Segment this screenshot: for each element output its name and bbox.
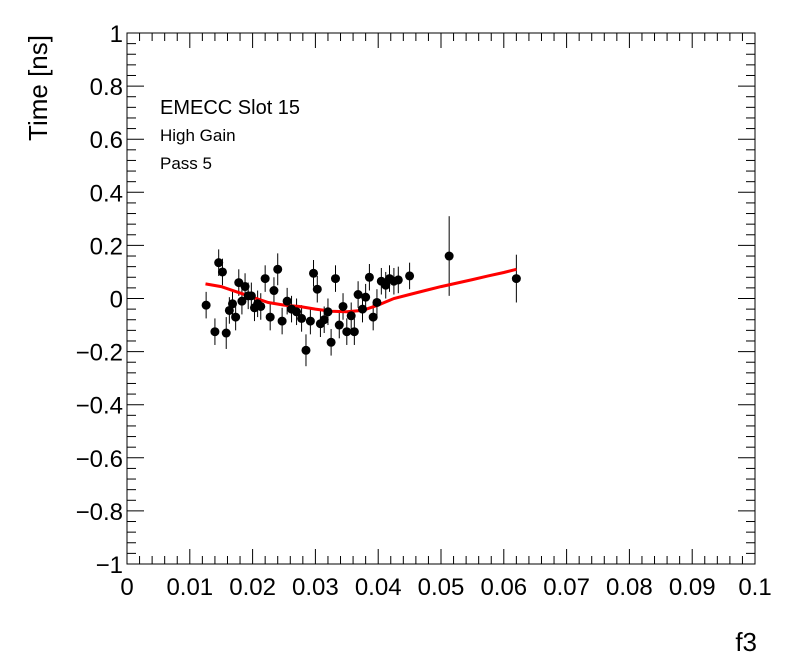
data-point — [368, 312, 378, 322]
data-point — [201, 300, 211, 310]
data-point — [361, 292, 371, 302]
y-axis-label: Time [ns] — [23, 35, 53, 141]
x-tick-label: 0.1 — [738, 574, 771, 601]
axis-ticks — [126, 32, 756, 565]
x-tick-label: 0.01 — [166, 574, 213, 601]
data-point — [372, 297, 382, 307]
data-point — [338, 301, 348, 311]
annotation-gain: High Gain — [160, 126, 236, 145]
data-point — [323, 307, 333, 317]
x-tick-label: 0.04 — [355, 574, 402, 601]
data-point — [405, 271, 415, 281]
y-tick-label: −0.4 — [76, 393, 123, 420]
x-tick-label: 0.08 — [606, 574, 653, 601]
y-tick-label: −1 — [96, 552, 123, 579]
x-axis-label: f3 — [735, 627, 757, 657]
data-point — [319, 315, 329, 325]
y-tick-label: 0.8 — [90, 74, 123, 101]
x-tick-label: 0.03 — [292, 574, 339, 601]
y-tick-label: 1 — [110, 21, 123, 48]
x-tick-label: 0.05 — [418, 574, 465, 601]
data-point — [231, 312, 241, 322]
data-points — [201, 251, 521, 355]
data-point — [330, 274, 340, 284]
data-point — [364, 272, 374, 282]
x-tick-label: 0.02 — [229, 574, 276, 601]
data-point — [228, 299, 238, 309]
annotation-pass: Pass 5 — [160, 154, 212, 173]
data-point — [381, 280, 391, 290]
data-point — [221, 328, 231, 338]
data-point — [246, 291, 256, 301]
y-tick-label: 0 — [110, 287, 123, 314]
data-point — [444, 251, 454, 261]
data-point — [297, 313, 307, 323]
data-point — [210, 327, 220, 337]
data-point — [217, 267, 227, 277]
data-point — [334, 320, 344, 330]
data-point — [214, 258, 224, 268]
data-point — [312, 284, 322, 294]
data-point — [305, 316, 315, 326]
data-point — [393, 275, 403, 285]
x-tick-label: 0 — [120, 574, 133, 601]
y-tick-label: 0.2 — [90, 233, 123, 260]
axis-tick-labels: 0 0.01 0.02 0.03 0.04 0.05 0.06 0.07 0.08 0.09 0.1… — [76, 21, 772, 601]
data-point — [240, 282, 250, 292]
annotation-detector: EMECC Slot 15 — [160, 97, 300, 119]
x-tick-label: 0.09 — [669, 574, 716, 601]
data-point — [282, 296, 292, 306]
data-point — [260, 274, 270, 284]
data-point — [269, 286, 279, 296]
y-tick-label: −0.8 — [76, 499, 123, 526]
data-point — [256, 301, 266, 311]
data-point — [309, 268, 319, 278]
y-tick-label: 0.6 — [90, 127, 123, 154]
data-point — [273, 264, 283, 274]
data-point — [353, 290, 363, 300]
data-point — [265, 312, 275, 322]
y-tick-label: −0.2 — [76, 340, 123, 367]
data-point — [301, 345, 311, 355]
data-point — [326, 337, 336, 347]
data-point — [277, 316, 287, 326]
x-tick-label: 0.07 — [543, 574, 590, 601]
data-point — [511, 274, 521, 284]
x-tick-label: 0.06 — [480, 574, 527, 601]
y-tick-label: 0.4 — [90, 180, 123, 207]
data-point — [342, 327, 352, 337]
data-point — [349, 327, 359, 337]
data-point — [237, 296, 247, 306]
plot-frame — [126, 32, 756, 565]
data-point — [292, 307, 302, 317]
data-point — [346, 311, 356, 321]
y-tick-label: −0.6 — [76, 446, 123, 473]
data-point — [358, 304, 367, 314]
